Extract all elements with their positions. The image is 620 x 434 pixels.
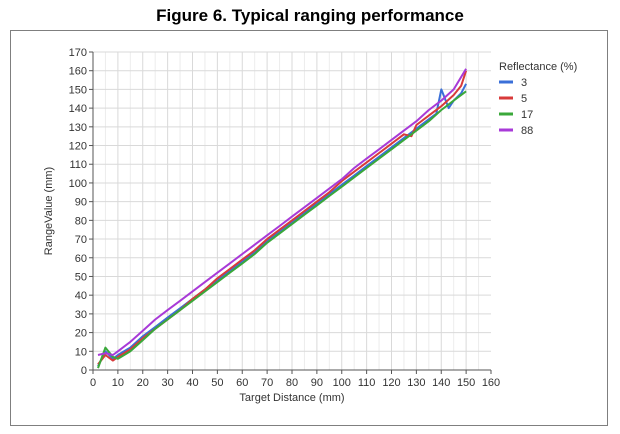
y-tick-label: 100: [69, 178, 87, 190]
series-lines: [97, 68, 468, 369]
y-tick-label: 50: [75, 271, 87, 283]
axes: [89, 51, 492, 374]
legend-label-88: 88: [521, 125, 533, 137]
x-tick-label: 70: [261, 377, 273, 389]
legend-label-5: 5: [521, 93, 527, 105]
x-tick-label: 60: [236, 377, 248, 389]
x-tick-label: 130: [407, 377, 425, 389]
y-axis-label: RangeValue (mm): [43, 167, 55, 255]
legend-title: Reflectance (%): [499, 61, 577, 73]
series-line-88: [97, 68, 467, 356]
legend: Reflectance (%) 3 5 17 88: [499, 61, 577, 137]
series-line-17: [97, 90, 467, 369]
y-tick-label: 20: [75, 328, 87, 340]
y-tick-label: 70: [75, 234, 87, 246]
legend-label-3: 3: [521, 77, 527, 89]
x-tick-label: 90: [311, 377, 323, 389]
y-tick-label: 40: [75, 290, 87, 302]
chart-title: Figure 6. Typical ranging performance: [156, 6, 464, 25]
x-tick-label: 150: [457, 377, 475, 389]
legend-items: 3 5 17 88: [499, 77, 533, 137]
x-tick-label: 40: [186, 377, 198, 389]
x-tick-label: 0: [90, 377, 96, 389]
y-tick-label: 150: [69, 84, 87, 96]
x-tick-label: 80: [286, 377, 298, 389]
x-axis-label: Target Distance (mm): [239, 392, 344, 404]
x-tick-label: 10: [112, 377, 124, 389]
y-tick-label: 10: [75, 346, 87, 358]
x-tick-labels: 0 10 20 30 40 50 60 70 80 90 100 110 120 130 140 150 160: [90, 377, 500, 389]
y-tick-label: 130: [69, 122, 87, 134]
x-tick-label: 110: [358, 377, 376, 389]
series-line-3: [97, 83, 467, 367]
y-tick-label: 80: [75, 215, 87, 227]
y-tick-label: 0: [81, 365, 87, 377]
x-tick-label: 140: [432, 377, 450, 389]
y-tick-label: 170: [69, 47, 87, 59]
x-tick-label: 50: [211, 377, 223, 389]
x-tick-label: 30: [162, 377, 174, 389]
x-tick-label: 100: [333, 377, 351, 389]
x-tick-label: 160: [482, 377, 500, 389]
y-tick-label: 30: [75, 309, 87, 321]
y-tick-label: 90: [75, 197, 87, 209]
y-tick-label: 160: [69, 66, 87, 78]
x-tick-label: 120: [382, 377, 400, 389]
legend-label-17: 17: [521, 109, 533, 121]
y-tick-label: 120: [69, 141, 87, 153]
y-tick-label: 110: [69, 159, 87, 171]
y-tick-labels: 0 10 20 30 40 50 60 70 80 90 100 110 120 130 140 150 160…: [69, 47, 87, 377]
x-tick-label: 20: [137, 377, 149, 389]
y-tick-label: 140: [69, 103, 87, 115]
y-tick-label: 60: [75, 253, 87, 265]
